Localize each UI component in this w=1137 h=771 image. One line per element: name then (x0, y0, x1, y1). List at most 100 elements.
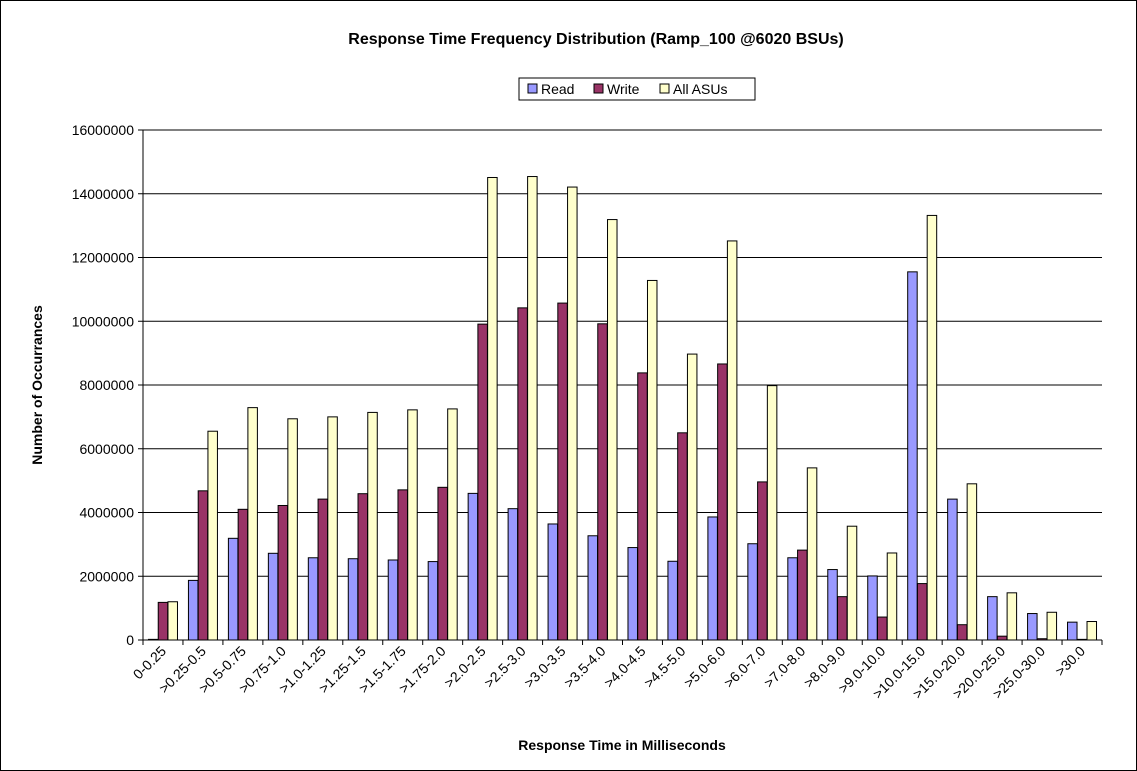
y-tick-label: 6000000 (79, 441, 134, 457)
bar-read (867, 575, 878, 641)
bar-write (557, 302, 568, 641)
bar-read (507, 508, 519, 641)
bar-all-asus (1046, 611, 1058, 641)
legend-label: All ASUs (673, 81, 727, 97)
y-tick-labels: 0 2000000 4000000 6000000 8000000 10000000 120… (72, 122, 135, 648)
bar-write (797, 549, 808, 641)
bar-all-asus (607, 219, 618, 641)
bar-read (267, 552, 279, 641)
bar-read (467, 492, 479, 641)
bar-read (547, 523, 559, 641)
x-tick-label: >3.0-3.5 (521, 643, 569, 691)
bar-write (597, 323, 608, 641)
x-tick-label: >7.0-8.0 (761, 643, 809, 691)
bar-write (916, 583, 928, 641)
y-tick-label: 16000000 (72, 122, 135, 138)
y-tick-label: 4000000 (79, 505, 134, 521)
legend-box (518, 77, 756, 101)
bar-write (157, 601, 169, 641)
bars (147, 176, 1098, 641)
bar-all-asus (726, 240, 738, 641)
bar-write (317, 498, 329, 641)
bar-all-asus (1006, 592, 1018, 641)
bar-write (956, 624, 968, 641)
bar-write (717, 363, 728, 641)
bar-write (397, 489, 408, 641)
bar-read (427, 561, 439, 641)
legend-swatch (593, 83, 604, 94)
legend: Read Write All ASUs (518, 77, 756, 101)
y-tick-label: 0 (126, 632, 134, 648)
bar-write (876, 616, 888, 641)
bar-all-asus (287, 418, 298, 641)
bar-all-asus (527, 176, 538, 641)
bar-read (587, 535, 599, 641)
bar-read (907, 271, 918, 641)
bar-read (667, 560, 678, 641)
bar-read (347, 558, 359, 641)
legend-swatch (527, 83, 538, 94)
bar-all-asus (806, 467, 818, 641)
bar-write (477, 323, 488, 641)
axes (142, 130, 1103, 645)
bar-read (1027, 613, 1038, 641)
bar-read (307, 557, 319, 641)
bar-all-asus (646, 279, 658, 641)
bar-write (517, 307, 528, 641)
bar-write (757, 481, 768, 641)
bar-all-asus (407, 409, 418, 641)
bar-all-asus (167, 601, 178, 641)
bar-all-asus (926, 214, 938, 641)
bar-all-asus (327, 416, 338, 641)
bar-read (627, 547, 638, 641)
bar-write (677, 432, 688, 641)
bar-write (996, 635, 1008, 641)
y-tick-label: 2000000 (79, 568, 134, 584)
x-tick-labels: 0-0.25>0.25-0.5>0.5-0.75>0.75-1.0>1.0-1.… (130, 643, 1089, 702)
bar-write (837, 596, 848, 641)
x-tick-label: >5.0-6.0 (681, 643, 729, 691)
bar-write (237, 508, 249, 641)
chart-title: Response Time Frequency Distribution (Ra… (348, 31, 843, 48)
legend-label: Read (541, 81, 574, 97)
x-tick-label: >4.5-5.0 (641, 643, 689, 691)
bar-write (437, 486, 448, 641)
bar-all-asus (886, 552, 898, 641)
legend-swatch (659, 83, 670, 94)
y-tick-label: 10000000 (72, 313, 135, 329)
bar-all-asus (447, 408, 458, 641)
x-tick-label: >3.5-4.0 (561, 643, 609, 691)
y-tick-label: 8000000 (79, 377, 134, 393)
x-tick-label: >4.0-4.5 (601, 643, 649, 691)
x-tick-label: >2.5-3.0 (481, 643, 529, 691)
bar-read (947, 498, 958, 641)
bar-read (787, 557, 798, 641)
bar-read (827, 569, 838, 641)
bar-all-asus (1086, 621, 1098, 641)
bar-read (187, 579, 199, 641)
bar-write (197, 490, 209, 641)
y-tick-label: 12000000 (72, 250, 135, 266)
bar-all-asus (487, 176, 498, 641)
bar-all-asus (846, 525, 858, 641)
bar-all-asus (966, 483, 978, 641)
bar-write (637, 372, 648, 641)
bar-all-asus (766, 385, 778, 641)
legend-label: Write (607, 81, 640, 97)
x-tick-label: >2.0-2.5 (441, 643, 489, 691)
bar-read (987, 596, 998, 641)
bar-read (747, 543, 758, 641)
bar-all-asus (247, 407, 258, 641)
bar-read (387, 559, 399, 641)
x-axis-title: Response Time in Milliseconds (518, 737, 726, 753)
bar-all-asus (567, 186, 578, 641)
x-tick-label: >30.0 (1052, 643, 1089, 680)
bar-read (1067, 621, 1078, 641)
bar-read (707, 516, 718, 641)
bar-all-asus (686, 353, 698, 641)
bar-read (227, 537, 239, 641)
bar-all-asus (207, 430, 218, 641)
bar-write (357, 493, 369, 641)
bar-all-asus (367, 411, 378, 641)
